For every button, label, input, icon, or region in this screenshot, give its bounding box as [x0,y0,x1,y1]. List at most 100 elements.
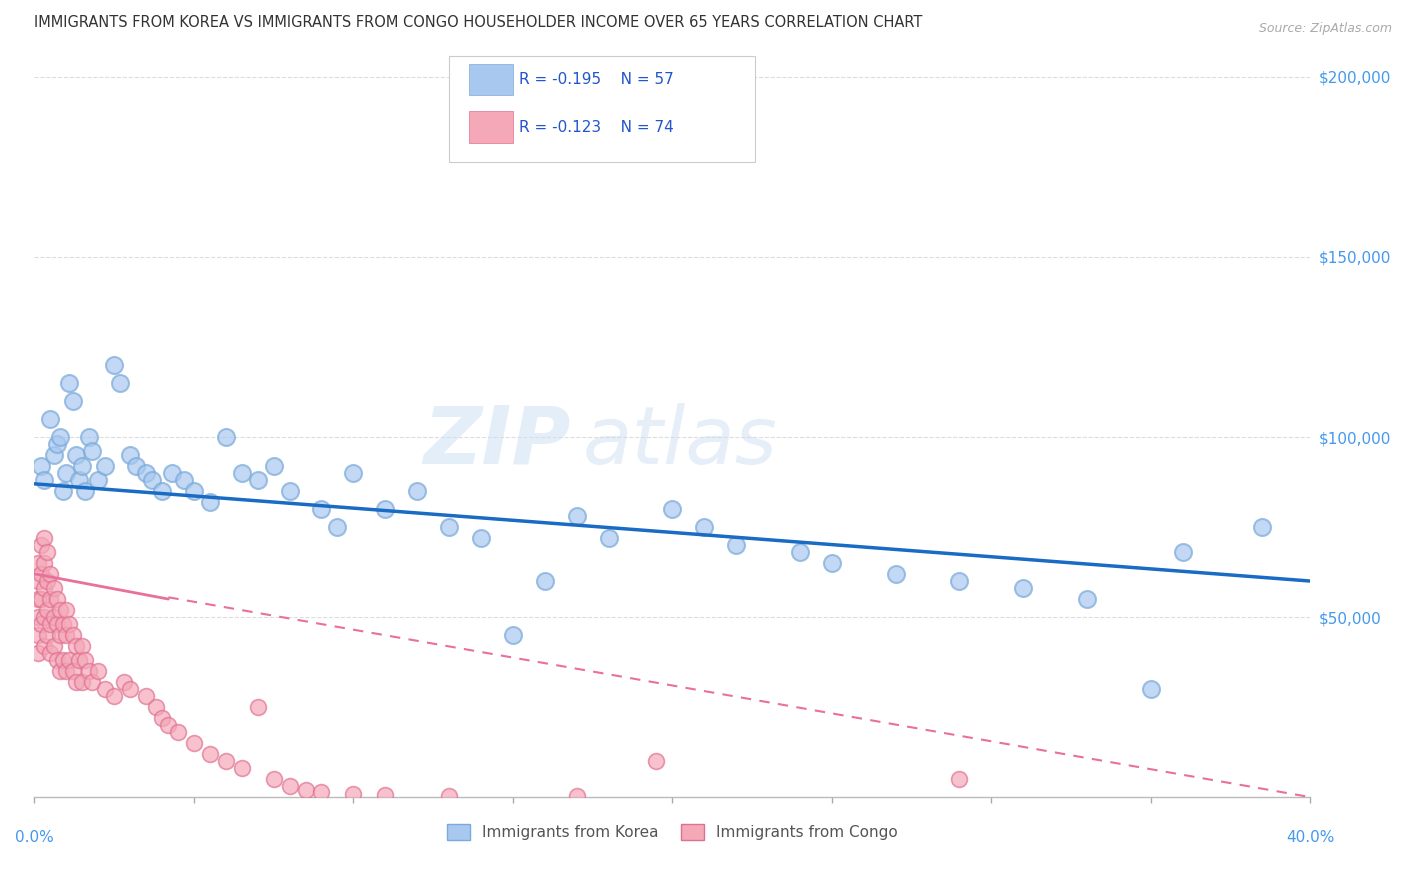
Point [661,502,683,516]
Point [80,674,103,689]
Point [45,653,67,667]
Point [30,458,52,473]
Point [294,783,316,797]
Point [141,473,163,487]
Point [693,520,716,534]
Point [75,483,97,498]
Point [39,617,62,632]
Point [37,628,59,642]
Point [278,780,301,794]
Point [167,725,190,739]
Point [145,700,167,714]
Point [645,754,668,768]
Text: atlas: atlas [583,402,778,481]
Point [62,628,84,642]
Point [406,483,429,498]
Text: Source: ZipAtlas.com: Source: ZipAtlas.com [1258,22,1392,36]
Point [342,466,364,480]
Point [30,617,52,632]
Point [42,581,65,595]
Point [32,639,55,653]
Point [1076,592,1098,607]
FancyBboxPatch shape [449,56,755,161]
Point [215,754,238,768]
Point [87,473,110,487]
Point [58,653,80,667]
Point [110,376,132,390]
Point [45,617,67,632]
Point [112,674,135,689]
Point [183,736,205,750]
Text: R = -0.195    N = 57: R = -0.195 N = 57 [519,72,673,87]
Point [1012,581,1035,595]
Point [198,747,221,761]
Point [198,495,221,509]
Text: ZIP: ZIP [423,402,571,481]
Point [27,556,49,570]
Point [246,473,269,487]
Point [725,538,748,552]
Point [183,483,205,498]
Point [39,412,62,426]
Point [62,394,84,409]
Text: IMMIGRANTS FROM KOREA VS IMMIGRANTS FROM CONGO HOUSEHOLDER INCOME OVER 65 YEARS : IMMIGRANTS FROM KOREA VS IMMIGRANTS FROM… [34,15,922,30]
Point [565,509,588,524]
Point [278,483,301,498]
Point [311,502,333,516]
Text: R = -0.123    N = 74: R = -0.123 N = 74 [519,120,673,135]
Point [62,664,84,678]
Point [27,646,49,660]
Point [70,674,93,689]
Point [27,574,49,588]
Point [598,531,620,545]
Point [374,789,396,803]
Point [77,430,100,444]
Point [42,448,65,462]
Point [42,639,65,653]
Point [37,603,59,617]
Point [30,592,52,607]
Point [30,538,52,552]
Point [231,466,253,480]
Legend: Immigrants from Korea, Immigrants from Congo: Immigrants from Korea, Immigrants from C… [440,818,904,847]
Point [120,448,142,462]
Point [30,566,52,581]
Point [27,610,49,624]
Point [93,682,115,697]
Point [157,718,180,732]
Point [533,574,555,588]
Point [342,787,364,801]
Point [311,785,333,799]
Point [58,617,80,632]
Point [32,531,55,545]
Point [39,592,62,607]
Point [565,789,588,804]
Point [87,664,110,678]
Point [1139,682,1161,697]
Point [45,437,67,451]
Point [49,430,72,444]
Point [32,473,55,487]
Point [27,628,49,642]
Point [246,700,269,714]
Point [502,628,524,642]
Point [93,458,115,473]
Point [65,674,87,689]
Text: 40.0%: 40.0% [1286,830,1334,846]
Point [52,653,75,667]
Text: 0.0%: 0.0% [15,830,53,846]
Point [326,520,349,534]
Point [80,444,103,458]
Point [437,520,460,534]
Point [125,458,148,473]
Point [55,628,77,642]
Point [42,610,65,624]
Point [437,789,460,803]
Point [32,581,55,595]
Point [27,592,49,607]
Point [39,566,62,581]
Point [39,646,62,660]
Point [52,483,75,498]
Point [215,430,238,444]
Point [135,466,157,480]
